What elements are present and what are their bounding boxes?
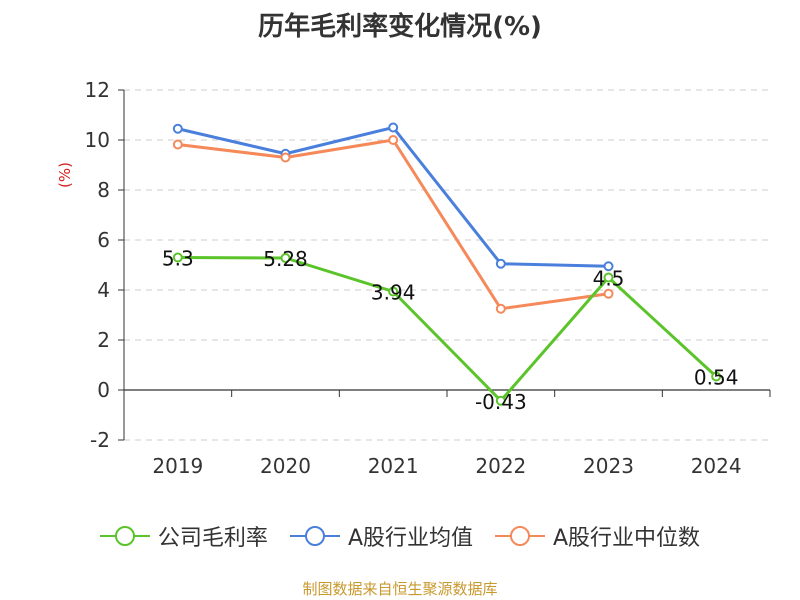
- x-tick-label: 2020: [260, 454, 311, 478]
- data-point-series-0: [172, 252, 183, 263]
- data-label: 5.3: [162, 247, 194, 271]
- data-point-series-0: [495, 395, 506, 406]
- x-tick-label: 2021: [368, 454, 419, 478]
- data-label: 4.5: [593, 267, 625, 291]
- x-tick-label: 2023: [583, 454, 634, 478]
- x-tick-label: 2024: [691, 454, 742, 478]
- axes: -2 0 2 4 6 8 10 12 (%) 2019 2020 2021 2022 2023 2024: [56, 78, 771, 478]
- y-tick-label: -2: [90, 428, 110, 452]
- data-label: -0.43: [475, 390, 527, 414]
- data-point-series-0: [388, 286, 399, 297]
- y-tick-label: 6: [97, 228, 110, 252]
- data-point-series-2: [280, 152, 291, 163]
- data-point-series-2: [172, 139, 183, 150]
- legend-label-industry-median: A股行业中位数: [553, 526, 701, 551]
- legend-item-industry-mean[interactable]: A股行业均值: [289, 520, 473, 552]
- y-axis-label: (%): [56, 162, 74, 188]
- source-note: 制图数据来自恒生聚源数据库: [302, 580, 498, 598]
- x-tick-label: 2022: [475, 454, 526, 478]
- data-point-series-2: [388, 135, 399, 145]
- legend-marker-industry-mean: [289, 526, 340, 546]
- data-point-series-0: [711, 371, 722, 382]
- data-point-series-0: [603, 272, 614, 283]
- grid-lines: [124, 89, 770, 441]
- chart-title: 历年毛利率变化情况(%): [258, 12, 542, 42]
- data-point-series-2: [495, 303, 506, 314]
- data-label: 3.94: [371, 281, 416, 305]
- data-labels: 5.3 5.28 3.94 -0.43 4.5 0.54: [162, 247, 739, 414]
- data-label: 5.28: [263, 247, 308, 271]
- data-point-series-1: [172, 123, 183, 134]
- legend-marker-industry-median: [495, 526, 545, 546]
- y-tick-label: 4: [97, 278, 110, 302]
- data-point-series-1: [603, 261, 614, 272]
- y-tick-label: 0: [97, 378, 110, 402]
- y-tick-label: 10: [85, 128, 110, 152]
- data-point-series-2: [603, 288, 614, 299]
- legend-item-gross-margin[interactable]: 公司毛利率: [99, 520, 268, 552]
- data-label: 0.54: [694, 366, 739, 390]
- y-tick-label: 8: [97, 178, 110, 202]
- legend-item-industry-median[interactable]: A股行业中位数: [495, 520, 700, 552]
- legend-label-industry-mean: A股行业均值: [347, 526, 473, 551]
- x-tick-label: 2019: [152, 454, 203, 478]
- y-tick-label: 2: [97, 328, 110, 352]
- data-point-series-0: [280, 253, 291, 263]
- series-lines: [172, 122, 722, 406]
- y-tick-label: 12: [85, 78, 110, 102]
- data-point-series-1: [495, 258, 506, 269]
- data-point-series-1: [388, 122, 399, 133]
- series-line-0: [177, 256, 718, 403]
- legend-marker-gross-margin: [99, 526, 150, 546]
- legend-label-gross-margin: 公司毛利率: [157, 526, 268, 551]
- legend: 公司毛利率 A股行业均值 A股行业中位数: [0, 520, 800, 552]
- series-line-1: [177, 126, 609, 268]
